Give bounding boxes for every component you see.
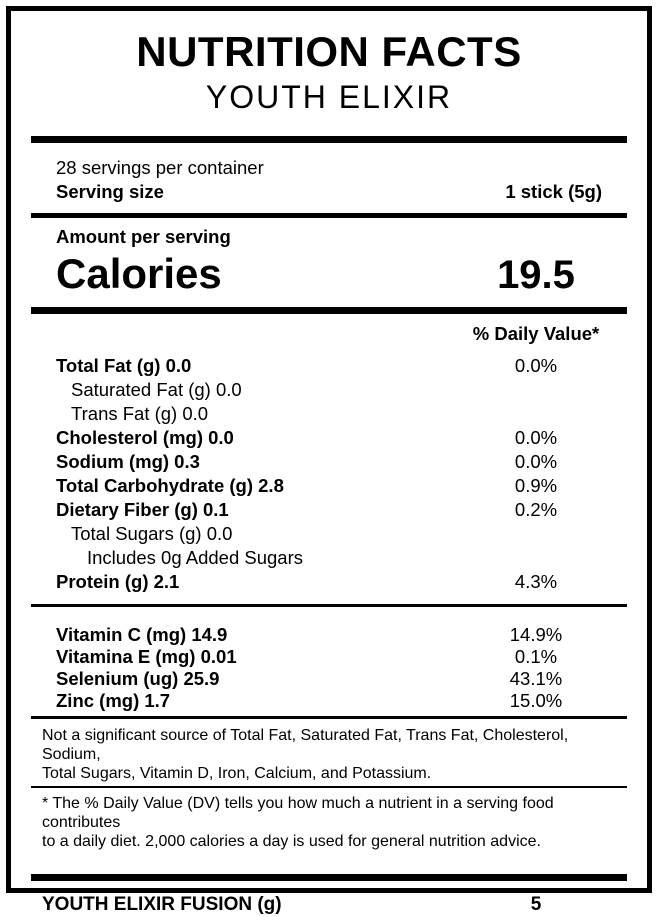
micronutrient-name: Vitamina E (mg) 0.01 (56, 645, 237, 667)
nutrient-table: Total Fat (g) 0.0 0.0% Saturated Fat (g)… (31, 354, 627, 594)
custom-ingredient-value: 5 (530, 893, 542, 915)
micronutrient-table: Vitamin C (mg) 14.9 14.9% Vitamina E (mg… (31, 624, 627, 712)
nutrient-daily-value: 0.0% (514, 450, 558, 472)
table-row: Saturated Fat (g) 0.0 (31, 378, 627, 402)
micronutrient-name: Zinc (mg) 1.7 (56, 689, 171, 711)
micronutrient-name: Vitamin C (mg) 14.9 (56, 623, 228, 645)
table-row: Includes 0g Added Sugars (31, 546, 627, 570)
product-name: YOUTH ELIXIR (205, 79, 453, 116)
nutrient-daily-value: 4.3% (514, 570, 558, 592)
nutrient-name: Saturated Fat (g) 0.0 (71, 378, 242, 400)
divider-micros (31, 715, 627, 719)
servings-per-container: 28 servings per container (56, 156, 264, 178)
nutrient-name: Protein (g) 2.1 (56, 570, 180, 592)
nutrient-name: Includes 0g Added Sugars (87, 546, 303, 568)
table-row: Dietary Fiber (g) 0.1 0.2% (31, 498, 627, 522)
divider-bottom (31, 873, 627, 881)
table-row: Total Fat (g) 0.0 0.0% (31, 354, 627, 378)
nutrient-name: Sodium (mg) 0.3 (56, 450, 200, 472)
nutrient-name: Total Sugars (g) 0.0 (71, 522, 233, 544)
calories-value: 19.5 (497, 252, 575, 297)
divider-serving (31, 212, 627, 218)
micronutrient-daily-value: 15.0% (509, 689, 563, 711)
micronutrient-daily-value: 43.1% (509, 667, 563, 689)
nutrition-facts-label: NUTRITION FACTS YOUTH ELIXIR 28 servings… (6, 6, 652, 915)
nutrient-name: Dietary Fiber (g) 0.1 (56, 498, 229, 520)
table-row: Protein (g) 2.1 4.3% (31, 570, 627, 594)
footnote-line: Not a significant source of Total Fat, S… (42, 726, 569, 763)
nutrient-daily-value: 0.2% (514, 498, 558, 520)
footnote-line: Total Sugars, Vitamin D, Iron, Calcium, … (42, 764, 432, 782)
table-row: Zinc (mg) 1.7 15.0% (31, 690, 627, 712)
nutrient-daily-value: 0.9% (514, 474, 558, 496)
table-row: Total Sugars (g) 0.0 (31, 522, 627, 546)
divider-calories (31, 306, 627, 314)
calories-label: Calories (56, 249, 222, 297)
table-row: Sodium (mg) 0.3 0.0% (31, 450, 627, 474)
table-row: Vitamin C (mg) 14.9 14.9% (31, 624, 627, 646)
micronutrient-daily-value: 0.1% (514, 645, 558, 667)
custom-ingredient-label: YOUTH ELIXIR FUSION (g) (42, 893, 282, 915)
amount-per-serving-label: Amount per serving (56, 225, 231, 247)
micronutrient-daily-value: 14.9% (509, 623, 563, 645)
nutrient-daily-value: 0.0% (514, 354, 558, 376)
daily-value-header: % Daily Value* (472, 322, 600, 344)
micronutrient-name: Selenium (ug) 25.9 (56, 667, 220, 689)
nutrient-daily-value: 0.0% (514, 426, 558, 448)
table-row: Trans Fat (g) 0.0 (31, 402, 627, 426)
label-title: NUTRITION FACTS (136, 28, 522, 75)
footnote-not-significant: Not a significant source of Total Fat, S… (31, 726, 627, 783)
nutrient-name: Total Fat (g) 0.0 (56, 354, 192, 376)
divider-header (31, 135, 627, 143)
footnote-line: to a daily diet. 2,000 calories a day is… (42, 832, 541, 850)
footnote-daily-value: * The % Daily Value (DV) tells you how m… (31, 794, 627, 851)
serving-size-label: Serving size (56, 180, 164, 202)
table-row: Cholesterol (mg) 0.0 0.0% (31, 426, 627, 450)
serving-size-value: 1 stick (5g) (505, 180, 602, 202)
divider-footnote (31, 785, 627, 788)
footnote-line: * The % Daily Value (DV) tells you how m… (42, 794, 554, 831)
nutrient-name: Total Carbohydrate (g) 2.8 (56, 474, 284, 496)
table-row: Total Carbohydrate (g) 2.8 0.9% (31, 474, 627, 498)
table-row: Selenium (ug) 25.9 43.1% (31, 668, 627, 690)
table-row: Vitamina E (mg) 0.01 0.1% (31, 646, 627, 668)
divider-macros (31, 603, 627, 607)
nutrient-name: Trans Fat (g) 0.0 (71, 402, 209, 424)
nutrient-name: Cholesterol (mg) 0.0 (56, 426, 234, 448)
